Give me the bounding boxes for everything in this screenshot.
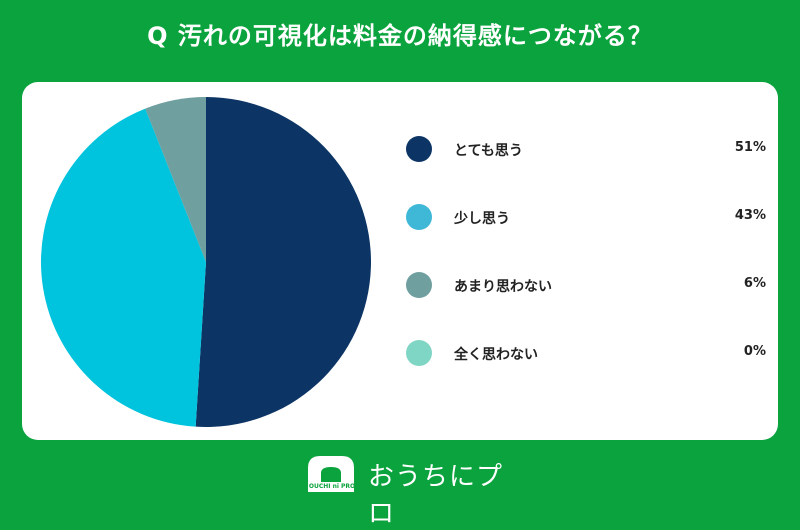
pie-chart xyxy=(41,97,372,427)
chart-card: とても思う 51% 少し思う 43% あまり思わない 6% 全く思わない 0% xyxy=(22,82,778,440)
legend-label: 全く思わない xyxy=(454,347,538,363)
pie-slice xyxy=(41,108,206,427)
chart-legend: とても思う 51% 少し思う 43% あまり思わない 6% 全く思わない 0% xyxy=(406,132,766,404)
legend-swatch xyxy=(406,340,432,366)
legend-item: あまり思わない 6% xyxy=(406,268,766,336)
legend-value: 0% xyxy=(743,344,766,359)
footer-brand: OUCHI ni PRO おうちにプロ xyxy=(304,452,524,529)
legend-label: 少し思う xyxy=(454,211,510,227)
brand-name: おうちにプロ xyxy=(368,462,504,529)
logo-text: OUCHI ni PRO xyxy=(308,483,356,490)
legend-swatch xyxy=(406,136,432,162)
legend-value: 6% xyxy=(743,276,766,291)
page-title: Q 汚れの可視化は料金の納得感につながる？ xyxy=(147,22,653,50)
legend-item: 全く思わない 0% xyxy=(406,336,766,404)
pie-slice xyxy=(195,97,372,427)
legend-value: 51% xyxy=(734,140,766,155)
house-logo-icon xyxy=(308,456,354,492)
legend-swatch xyxy=(406,204,432,230)
legend-swatch xyxy=(406,272,432,298)
legend-label: あまり思わない xyxy=(454,279,552,295)
legend-label: とても思う xyxy=(454,143,523,159)
legend-item: とても思う 51% xyxy=(406,132,766,200)
legend-value: 43% xyxy=(734,208,766,223)
pie-slice xyxy=(145,97,206,262)
legend-item: 少し思う 43% xyxy=(406,200,766,268)
